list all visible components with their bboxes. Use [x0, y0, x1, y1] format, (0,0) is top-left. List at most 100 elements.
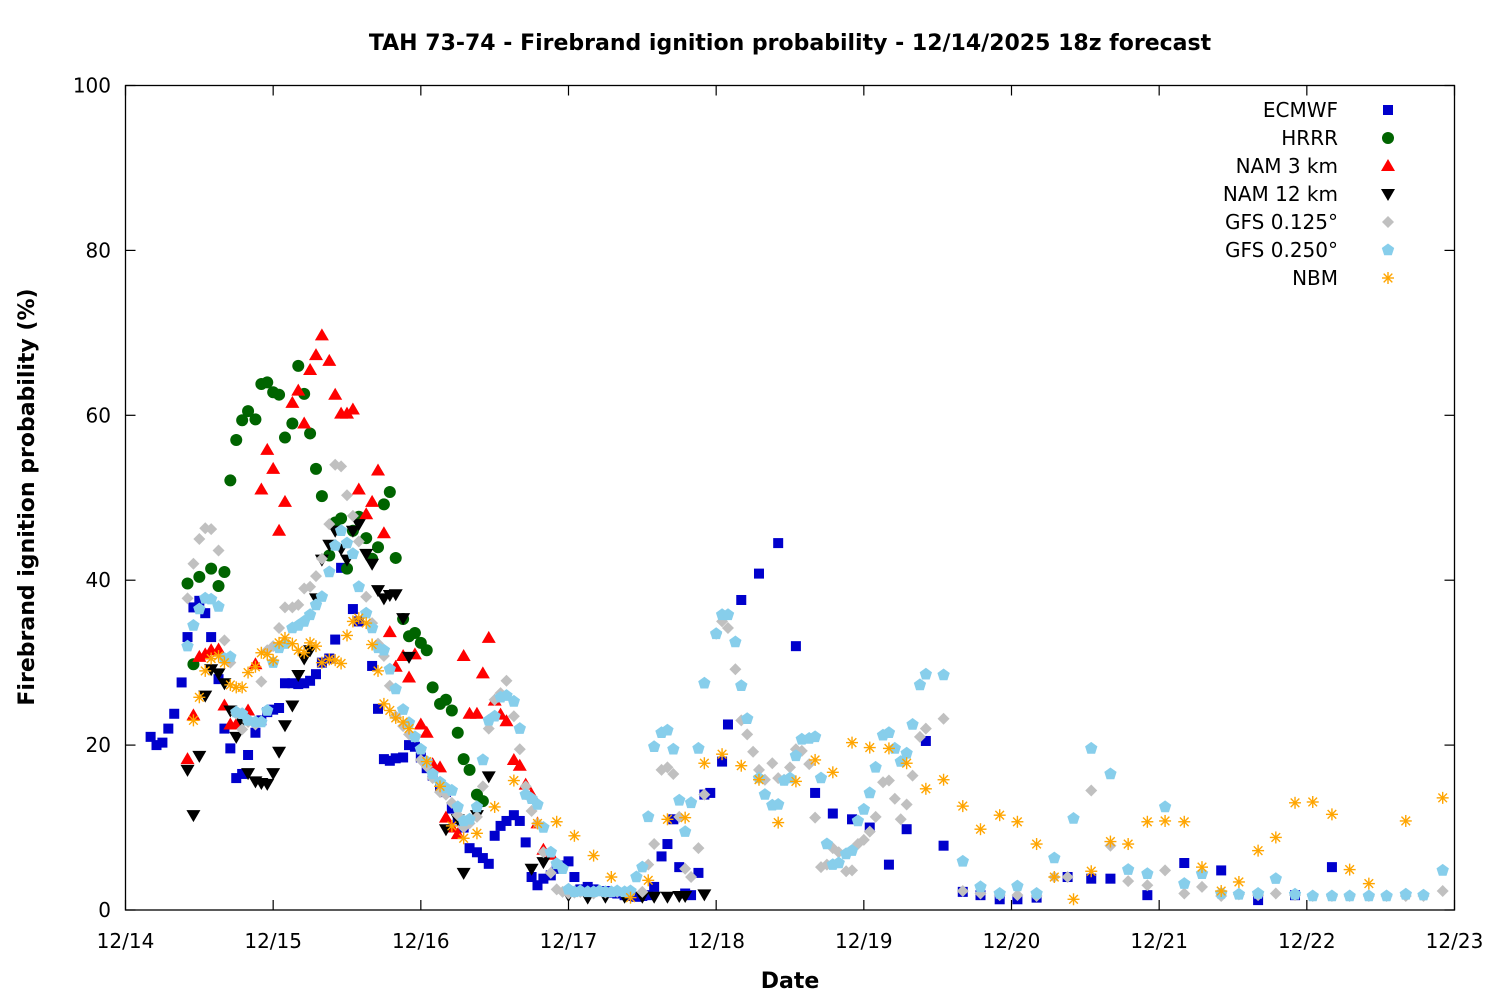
data-point	[736, 594, 747, 605]
data-point	[648, 838, 661, 851]
data-point	[587, 849, 600, 862]
data-point	[1141, 879, 1154, 892]
data-point	[346, 509, 359, 522]
data-point	[974, 880, 987, 893]
data-point	[499, 714, 514, 727]
data-point	[192, 750, 207, 763]
data-point	[729, 663, 742, 676]
data-point	[182, 632, 193, 643]
data-point	[857, 802, 870, 815]
data-point	[679, 811, 692, 824]
data-point	[1306, 795, 1319, 808]
data-point	[373, 703, 384, 714]
data-point	[181, 639, 194, 652]
data-point	[513, 722, 526, 734]
data-point	[772, 816, 785, 829]
data-point	[169, 708, 180, 719]
data-point	[456, 867, 471, 880]
data-point	[660, 891, 675, 904]
data-point	[483, 858, 494, 869]
data-point	[1343, 889, 1356, 902]
data-point	[334, 524, 348, 536]
data-point	[187, 557, 200, 570]
data-point	[433, 760, 448, 773]
legend-item: NBM	[1292, 266, 1394, 290]
data-point	[451, 800, 464, 813]
data-point	[674, 862, 685, 873]
data-point	[705, 787, 716, 798]
data-point	[241, 768, 256, 781]
data-point	[1380, 889, 1393, 902]
data-point	[716, 748, 729, 761]
data-point	[352, 612, 365, 625]
data-point	[298, 646, 311, 659]
data-point	[642, 810, 655, 823]
data-point	[255, 715, 268, 728]
data-point	[1122, 863, 1135, 875]
data-point	[323, 518, 336, 531]
data-point	[205, 592, 218, 605]
plot-border	[124, 84, 1456, 911]
data-point	[631, 891, 642, 902]
data-point	[1269, 872, 1282, 884]
data-point	[420, 755, 433, 768]
data-point	[254, 482, 269, 495]
data-point	[293, 679, 304, 690]
data-point	[352, 580, 365, 593]
data-point	[919, 722, 932, 735]
data-point	[456, 649, 471, 662]
data-point	[647, 891, 662, 904]
data-point	[1289, 796, 1302, 809]
data-point	[956, 800, 969, 813]
data-point	[341, 629, 353, 642]
data-point	[236, 681, 249, 694]
data-point	[919, 667, 932, 680]
data-point	[773, 538, 784, 549]
data-point	[330, 634, 341, 645]
data-point	[1417, 888, 1430, 901]
data-point	[993, 887, 1006, 899]
data-point	[291, 670, 306, 683]
legend-item: GFS 0.250°	[1225, 238, 1395, 262]
data-point	[1105, 873, 1116, 884]
data-point	[328, 387, 343, 400]
data-point	[717, 756, 728, 767]
data-point	[514, 815, 525, 826]
data-point	[686, 890, 697, 901]
data-point	[851, 814, 865, 827]
data-point	[323, 565, 336, 578]
data-point	[697, 889, 712, 902]
data-point	[414, 742, 427, 755]
data-point	[193, 570, 206, 583]
data-point	[667, 742, 680, 755]
data-point	[445, 819, 458, 832]
data-point	[937, 712, 950, 725]
data-point	[1399, 814, 1412, 827]
data-point	[901, 824, 912, 835]
data-point	[938, 840, 949, 851]
data-point	[426, 681, 439, 694]
data-point	[1085, 741, 1098, 754]
data-point	[402, 670, 417, 683]
data-point	[352, 535, 365, 548]
data-point	[513, 743, 526, 756]
data-point	[389, 711, 402, 724]
data-point	[808, 730, 822, 743]
y-tick-label: 40	[86, 568, 111, 592]
legend-item: NAM 3 km	[1236, 154, 1395, 178]
data-point	[758, 788, 772, 800]
data-point	[341, 489, 353, 502]
data-point	[439, 693, 452, 706]
data-point	[278, 431, 291, 444]
data-point	[789, 749, 803, 762]
data-point	[643, 890, 654, 901]
data-point	[692, 741, 705, 754]
x-tick-label: 12/14	[97, 929, 155, 953]
data-point	[309, 640, 322, 653]
data-point	[692, 842, 705, 855]
data-point	[278, 601, 291, 614]
data-point	[1232, 875, 1245, 888]
data-point	[1141, 815, 1154, 828]
data-point	[242, 405, 255, 418]
data-point	[396, 613, 411, 626]
